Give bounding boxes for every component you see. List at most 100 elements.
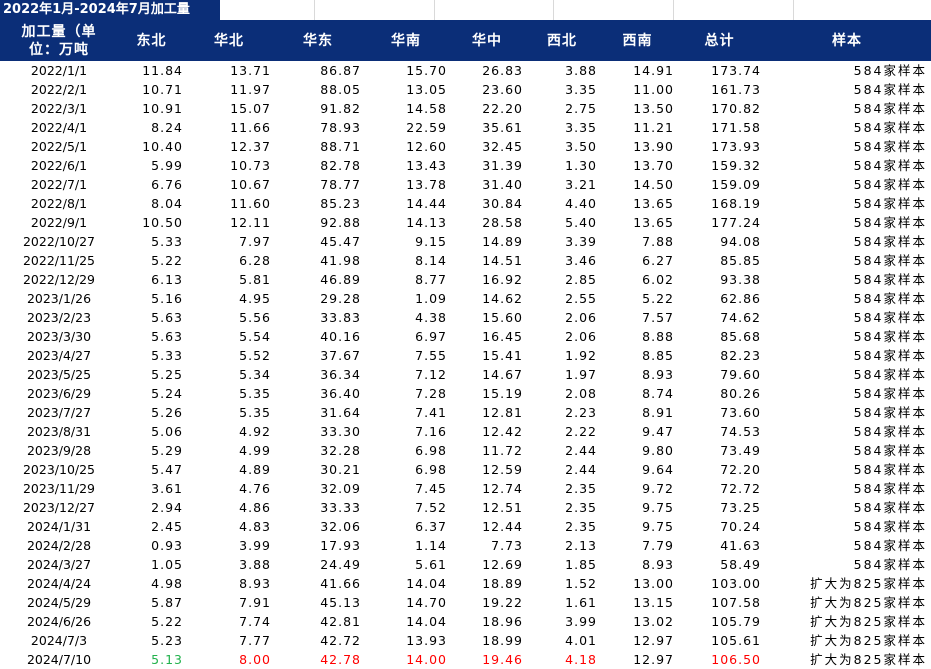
cell-east: 45.13 xyxy=(320,595,361,610)
table-row: 2022/9/1 10.50 12.11 92.88 14.13 28.58 5.40 13.… xyxy=(0,213,931,232)
cell-central: 11.72 xyxy=(482,443,523,458)
cell-east: 41.98 xyxy=(320,253,361,268)
cell-southwest: 13.50 xyxy=(633,101,674,116)
cell-total: 105.61 xyxy=(711,633,761,648)
cell-southwest: 9.72 xyxy=(642,481,674,496)
cell-north: 4.89 xyxy=(239,462,271,477)
cell-northwest: 2.06 xyxy=(565,310,597,325)
cell-north: 15.07 xyxy=(230,101,271,116)
cell-sample: 584家样本 xyxy=(853,329,927,344)
cell-northeast: 3.61 xyxy=(151,481,183,496)
cell-sample: 584家样本 xyxy=(853,405,927,420)
cell-east: 33.83 xyxy=(320,310,361,325)
cell-southwest: 5.22 xyxy=(642,291,674,306)
cell-total: 73.49 xyxy=(720,443,761,458)
cell-south: 13.93 xyxy=(406,633,447,648)
cell-date: 2022/11/25 xyxy=(22,253,96,268)
table-row: 2024/5/29 5.87 7.91 45.13 14.70 19.22 1.61 13.1… xyxy=(0,593,931,612)
cell-central: 19.22 xyxy=(482,595,523,610)
cell-northwest: 3.99 xyxy=(565,614,597,629)
cell-north: 5.81 xyxy=(239,272,271,287)
cell-northeast: 10.91 xyxy=(142,101,183,116)
cell-sample: 584家样本 xyxy=(853,386,927,401)
cell-sample: 584家样本 xyxy=(853,481,927,496)
cell-northwest: 4.18 xyxy=(565,652,597,667)
cell-north: 5.35 xyxy=(239,405,271,420)
cell-southwest: 7.79 xyxy=(642,538,674,553)
header-east: 华东 xyxy=(273,20,363,61)
cell-north: 5.54 xyxy=(239,329,271,344)
cell-east: 78.93 xyxy=(320,120,361,135)
cell-sample: 584家样本 xyxy=(853,63,927,78)
table-row: 2023/4/27 5.33 5.52 37.67 7.55 15.41 1.92 8.85 8… xyxy=(0,346,931,365)
table-row: 2022/7/1 6.76 10.67 78.77 13.78 31.40 3.21 14.5… xyxy=(0,175,931,194)
cell-northeast: 5.26 xyxy=(151,405,183,420)
cell-sample: 584家样本 xyxy=(853,291,927,306)
cell-east: 88.05 xyxy=(320,82,361,97)
cell-northeast: 10.40 xyxy=(142,139,183,154)
header-northwest: 西北 xyxy=(525,20,599,61)
cell-total: 73.25 xyxy=(720,500,761,515)
cell-south: 4.38 xyxy=(415,310,447,325)
cell-central: 22.20 xyxy=(482,101,523,116)
cell-east: 86.87 xyxy=(320,63,361,78)
cell-sample: 584家样本 xyxy=(853,139,927,154)
cell-northwest: 3.50 xyxy=(565,139,597,154)
table-row: 2023/1/26 5.16 4.95 29.28 1.09 14.62 2.55 5.22 6… xyxy=(0,289,931,308)
cell-total: 79.60 xyxy=(720,367,761,382)
cell-date: 2022/7/1 xyxy=(30,177,88,192)
cell-east: 42.72 xyxy=(320,633,361,648)
table-row: 2024/2/28 0.93 3.99 17.93 1.14 7.73 2.13 7.79 41… xyxy=(0,536,931,555)
cell-northeast: 2.45 xyxy=(151,519,183,534)
cell-central: 12.81 xyxy=(482,405,523,420)
header-north: 华北 xyxy=(185,20,273,61)
cell-north: 7.74 xyxy=(239,614,271,629)
cell-sample: 扩大为825家样本 xyxy=(810,595,927,610)
cell-south: 14.00 xyxy=(406,652,447,667)
cell-sample: 584家样本 xyxy=(853,272,927,287)
cell-northwest: 2.08 xyxy=(565,386,597,401)
cell-date: 2022/6/1 xyxy=(30,158,88,173)
table-row: 2022/6/1 5.99 10.73 82.78 13.43 31.39 1.30 13.7… xyxy=(0,156,931,175)
cell-northeast: 0.93 xyxy=(151,538,183,553)
cell-northeast: 5.99 xyxy=(151,158,183,173)
cell-south: 1.14 xyxy=(415,538,447,553)
cell-north: 4.95 xyxy=(239,291,271,306)
cell-central: 12.74 xyxy=(482,481,523,496)
header-southwest: 西南 xyxy=(599,20,676,61)
cell-southwest: 7.88 xyxy=(642,234,674,249)
cell-north: 7.91 xyxy=(239,595,271,610)
cell-north: 6.28 xyxy=(239,253,271,268)
cell-east: 91.82 xyxy=(320,101,361,116)
table-row: 2022/11/25 5.22 6.28 41.98 8.14 14.51 3.46 6.27… xyxy=(0,251,931,270)
cell-northeast: 6.76 xyxy=(151,177,183,192)
cell-sample: 扩大为825家样本 xyxy=(810,652,927,667)
cell-east: 88.71 xyxy=(320,139,361,154)
cell-north: 11.97 xyxy=(230,82,271,97)
cell-north: 5.35 xyxy=(239,386,271,401)
cell-central: 16.92 xyxy=(482,272,523,287)
cell-north: 4.76 xyxy=(239,481,271,496)
cell-south: 7.45 xyxy=(415,481,447,496)
table-row: 2022/10/27 5.33 7.97 45.47 9.15 14.89 3.39 7.88… xyxy=(0,232,931,251)
cell-south: 8.14 xyxy=(415,253,447,268)
cell-date: 2023/7/27 xyxy=(26,405,92,420)
cell-date: 2022/10/27 xyxy=(22,234,96,249)
processing-volume-table: 加工量（单 位：万吨 东北 华北 华东 华南 华中 西北 西南 总计 样本 20… xyxy=(0,20,931,669)
cell-total: 161.73 xyxy=(711,82,761,97)
cell-north: 4.92 xyxy=(239,424,271,439)
cell-total: 107.58 xyxy=(711,595,761,610)
cell-total: 94.08 xyxy=(720,234,761,249)
cell-central: 12.42 xyxy=(482,424,523,439)
cell-sample: 584家样本 xyxy=(853,500,927,515)
cell-southwest: 14.50 xyxy=(633,177,674,192)
cell-northeast: 5.13 xyxy=(151,652,183,667)
table-row: 2024/7/10 5.13 8.00 42.78 14.00 19.46 4.18 12.9… xyxy=(0,650,931,669)
cell-east: 17.93 xyxy=(320,538,361,553)
cell-north: 3.88 xyxy=(239,557,271,572)
cell-central: 18.89 xyxy=(482,576,523,591)
cell-northeast: 2.94 xyxy=(151,500,183,515)
cell-south: 7.28 xyxy=(415,386,447,401)
cell-east: 32.28 xyxy=(320,443,361,458)
cell-central: 14.62 xyxy=(482,291,523,306)
